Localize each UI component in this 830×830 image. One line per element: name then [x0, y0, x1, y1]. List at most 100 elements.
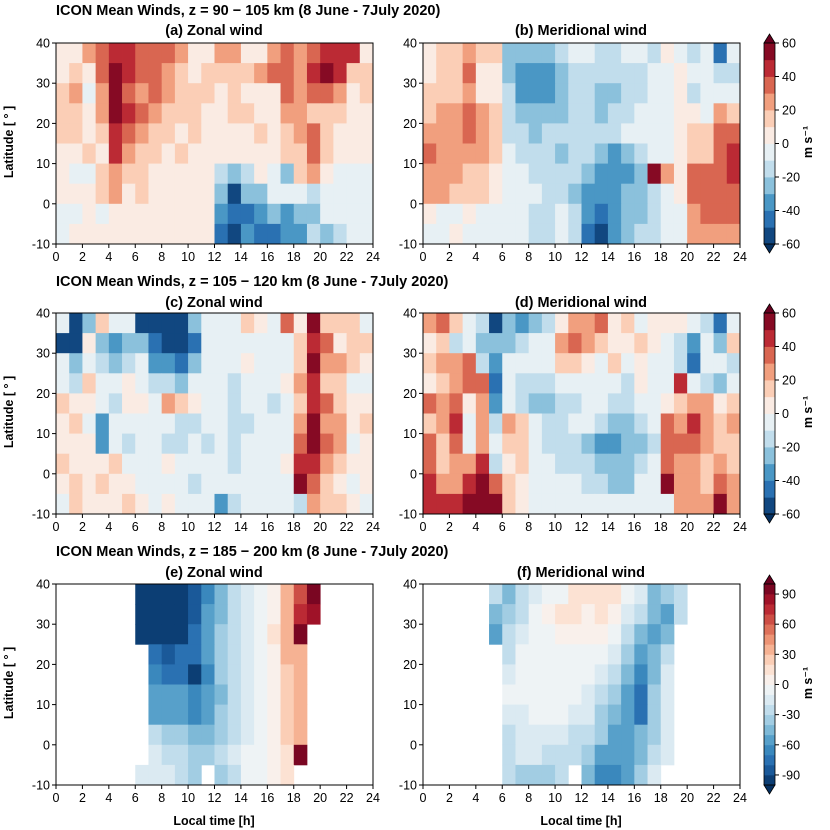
- heatmap-cell: [660, 724, 675, 746]
- heatmap-cell: [135, 413, 149, 434]
- heatmap-cell: [227, 333, 242, 354]
- heatmap-cell: [726, 433, 741, 455]
- heatmap-cell: [56, 493, 70, 515]
- heatmap-cell: [700, 163, 714, 185]
- heatmap-cell: [148, 684, 163, 705]
- heatmap-cell: [254, 103, 268, 124]
- heatmap-cell: [660, 83, 675, 104]
- heatmap-cell: [293, 584, 308, 605]
- heatmap-cell: [726, 143, 741, 164]
- heatmap-cell: [214, 744, 229, 766]
- heatmap-cell: [634, 83, 648, 104]
- heatmap-cell: [333, 123, 347, 144]
- heatmap-cell: [267, 684, 281, 705]
- heatmap-cell: [69, 333, 83, 354]
- heatmap-cell: [122, 373, 136, 394]
- colorbar-tick-label: -20: [782, 441, 800, 455]
- heatmap-cell: [634, 493, 648, 515]
- heatmap-cell: [148, 63, 163, 84]
- heatmap-cell: [607, 333, 622, 354]
- heatmap-cell: [240, 744, 255, 766]
- y-tick-label: 10: [403, 157, 417, 171]
- heatmap-cell: [449, 83, 464, 104]
- heatmap-cell: [726, 493, 741, 515]
- row1-ylabel: Latitude [ ° ]: [2, 106, 16, 178]
- colorbar-tick-label: 20: [782, 104, 796, 118]
- heatmap-cell: [621, 163, 635, 185]
- heatmap-cell: [660, 624, 675, 645]
- heatmap-cell: [254, 704, 268, 726]
- x-tick-label: 16: [627, 520, 641, 534]
- heatmap-cell: [515, 393, 530, 414]
- heatmap-cell: [346, 433, 361, 455]
- heatmap-cell: [280, 123, 295, 144]
- heatmap-cell: [267, 333, 281, 354]
- heatmap-cell: [227, 664, 242, 685]
- heatmap-cell: [607, 684, 622, 705]
- heatmap-cell: [607, 83, 622, 104]
- heatmap-cell: [660, 393, 675, 414]
- heatmap-cell: [713, 333, 728, 354]
- heatmap-cell: [581, 313, 596, 334]
- heatmap-cell: [69, 163, 83, 185]
- heatmap-cell: [174, 183, 189, 205]
- heatmap-cell: [161, 473, 176, 495]
- heatmap-cell: [188, 333, 202, 354]
- heatmap-cell: [56, 453, 70, 475]
- heatmap-cell: [673, 123, 688, 144]
- heatmap-cell: [148, 453, 163, 475]
- heatmap-cell: [594, 604, 609, 625]
- heatmap-cell: [568, 453, 582, 475]
- heatmap-cell: [201, 373, 215, 394]
- heatmap-cell: [267, 584, 281, 605]
- heatmap-cell: [280, 353, 295, 374]
- heatmap-cell: [541, 664, 556, 685]
- heatmap-cell: [306, 43, 321, 64]
- heatmap-cell: [346, 473, 361, 495]
- heatmap-cell: [660, 473, 675, 495]
- x-tick-label: 22: [340, 250, 354, 264]
- heatmap-cell: [528, 413, 543, 434]
- heatmap-cell: [161, 143, 176, 164]
- heatmap-cell: [673, 83, 688, 104]
- heatmap-cell: [227, 764, 242, 786]
- heatmap-cell: [359, 143, 374, 164]
- heatmap-cell: [568, 624, 582, 645]
- heatmap-cell: [108, 103, 123, 124]
- colorbar-segment: [764, 704, 775, 716]
- heatmap-cell: [489, 183, 503, 205]
- heatmap-cell: [634, 664, 648, 685]
- heatmap-cell: [687, 123, 701, 144]
- heatmap-cell: [254, 63, 268, 84]
- x-tick-label: 16: [260, 250, 274, 264]
- heatmap-cell: [713, 313, 728, 334]
- x-tick-label: 8: [158, 520, 165, 534]
- heatmap-cell: [359, 123, 374, 144]
- x-tick-label: 8: [158, 791, 165, 805]
- heatmap-cell: [148, 724, 163, 746]
- colorbar-tick-label: 0: [782, 678, 789, 692]
- heatmap-cell: [713, 493, 728, 515]
- heatmap-cell: [254, 473, 268, 495]
- heatmap-cell: [673, 473, 688, 495]
- heatmap-cell: [660, 604, 675, 625]
- heatmap-cell: [449, 203, 464, 225]
- heatmap-cell: [227, 63, 242, 84]
- heatmap-cell: [594, 163, 609, 185]
- x-tick-label: 24: [733, 520, 747, 534]
- heatmap-cell: [555, 333, 569, 354]
- heatmap-cell: [581, 724, 596, 746]
- heatmap-cell: [449, 103, 464, 124]
- heatmap-cell: [82, 123, 97, 144]
- heatmap-cell: [333, 333, 347, 354]
- colorbar-segment: [764, 177, 775, 195]
- y-tick-label: 40: [36, 37, 50, 51]
- heatmap-cell: [489, 473, 503, 495]
- y-tick-label: 0: [410, 738, 417, 752]
- heatmap-cell: [541, 604, 556, 625]
- heatmap-cell: [240, 724, 255, 746]
- heatmap-cell: [148, 584, 163, 605]
- heatmap-cell: [726, 453, 741, 475]
- x-tick-label: 18: [654, 791, 668, 805]
